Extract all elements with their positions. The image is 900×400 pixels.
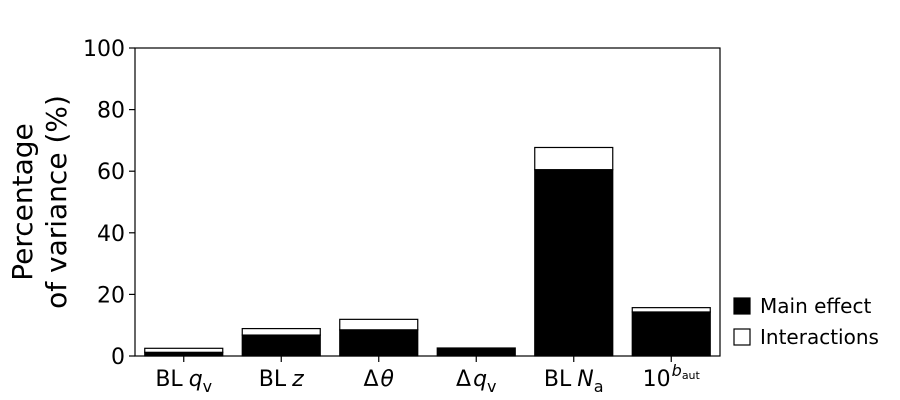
x-tick-label-bl-qv: BL qv — [155, 367, 212, 396]
plot-frame — [134, 47, 721, 357]
bar-main-effect-delta-qv — [436, 347, 516, 357]
y-tick-label: 40 — [97, 222, 125, 247]
legend-swatch-interactions — [733, 328, 751, 346]
y-tick-label: 60 — [97, 160, 125, 185]
x-axis-ticks: BL qv BL z Δθ Δqv BL Na 10baut — [155, 356, 701, 396]
y-axis-label: Percentage of variance (%) — [6, 95, 73, 309]
y-tick-label: 20 — [97, 283, 125, 308]
legend-label-interactions: Interactions — [760, 325, 879, 349]
y-tick-label: 80 — [97, 99, 125, 124]
bar-interactions-bl-na — [534, 146, 614, 171]
x-tick-label-delta-qv: Δqv — [456, 367, 497, 396]
x-tick-label-delta-theta: Δθ — [363, 367, 394, 392]
legend: Main effect Interactions — [733, 294, 879, 349]
bar-interactions-ten-baut — [631, 307, 711, 313]
bar-interactions-delta-theta — [339, 318, 419, 331]
bar-main-effect-bl-z — [241, 334, 321, 357]
y-axis-ticks: 0 20 40 60 80 100 — [83, 37, 135, 370]
bar-main-effect-bl-na — [534, 169, 614, 357]
y-tick-label: 0 — [111, 345, 125, 370]
x-tick-label-ten-baut: 10baut — [643, 361, 701, 392]
legend-swatch-main-effect — [733, 297, 751, 315]
y-axis-label-line: Percentage — [6, 123, 39, 281]
y-axis-label-line: of variance (%) — [40, 95, 73, 309]
bar-interactions-bl-z — [241, 327, 321, 336]
x-tick-label-bl-na: BL Na — [544, 367, 604, 396]
legend-label-main-effect: Main effect — [760, 294, 871, 318]
bars-group — [144, 146, 711, 357]
bar-interactions-bl-qv — [144, 347, 224, 353]
bar-main-effect-ten-baut — [631, 311, 711, 357]
y-tick-label: 100 — [83, 37, 125, 62]
bar-main-effect-delta-theta — [339, 329, 419, 357]
x-tick-label-bl-z: BL z — [259, 367, 304, 392]
